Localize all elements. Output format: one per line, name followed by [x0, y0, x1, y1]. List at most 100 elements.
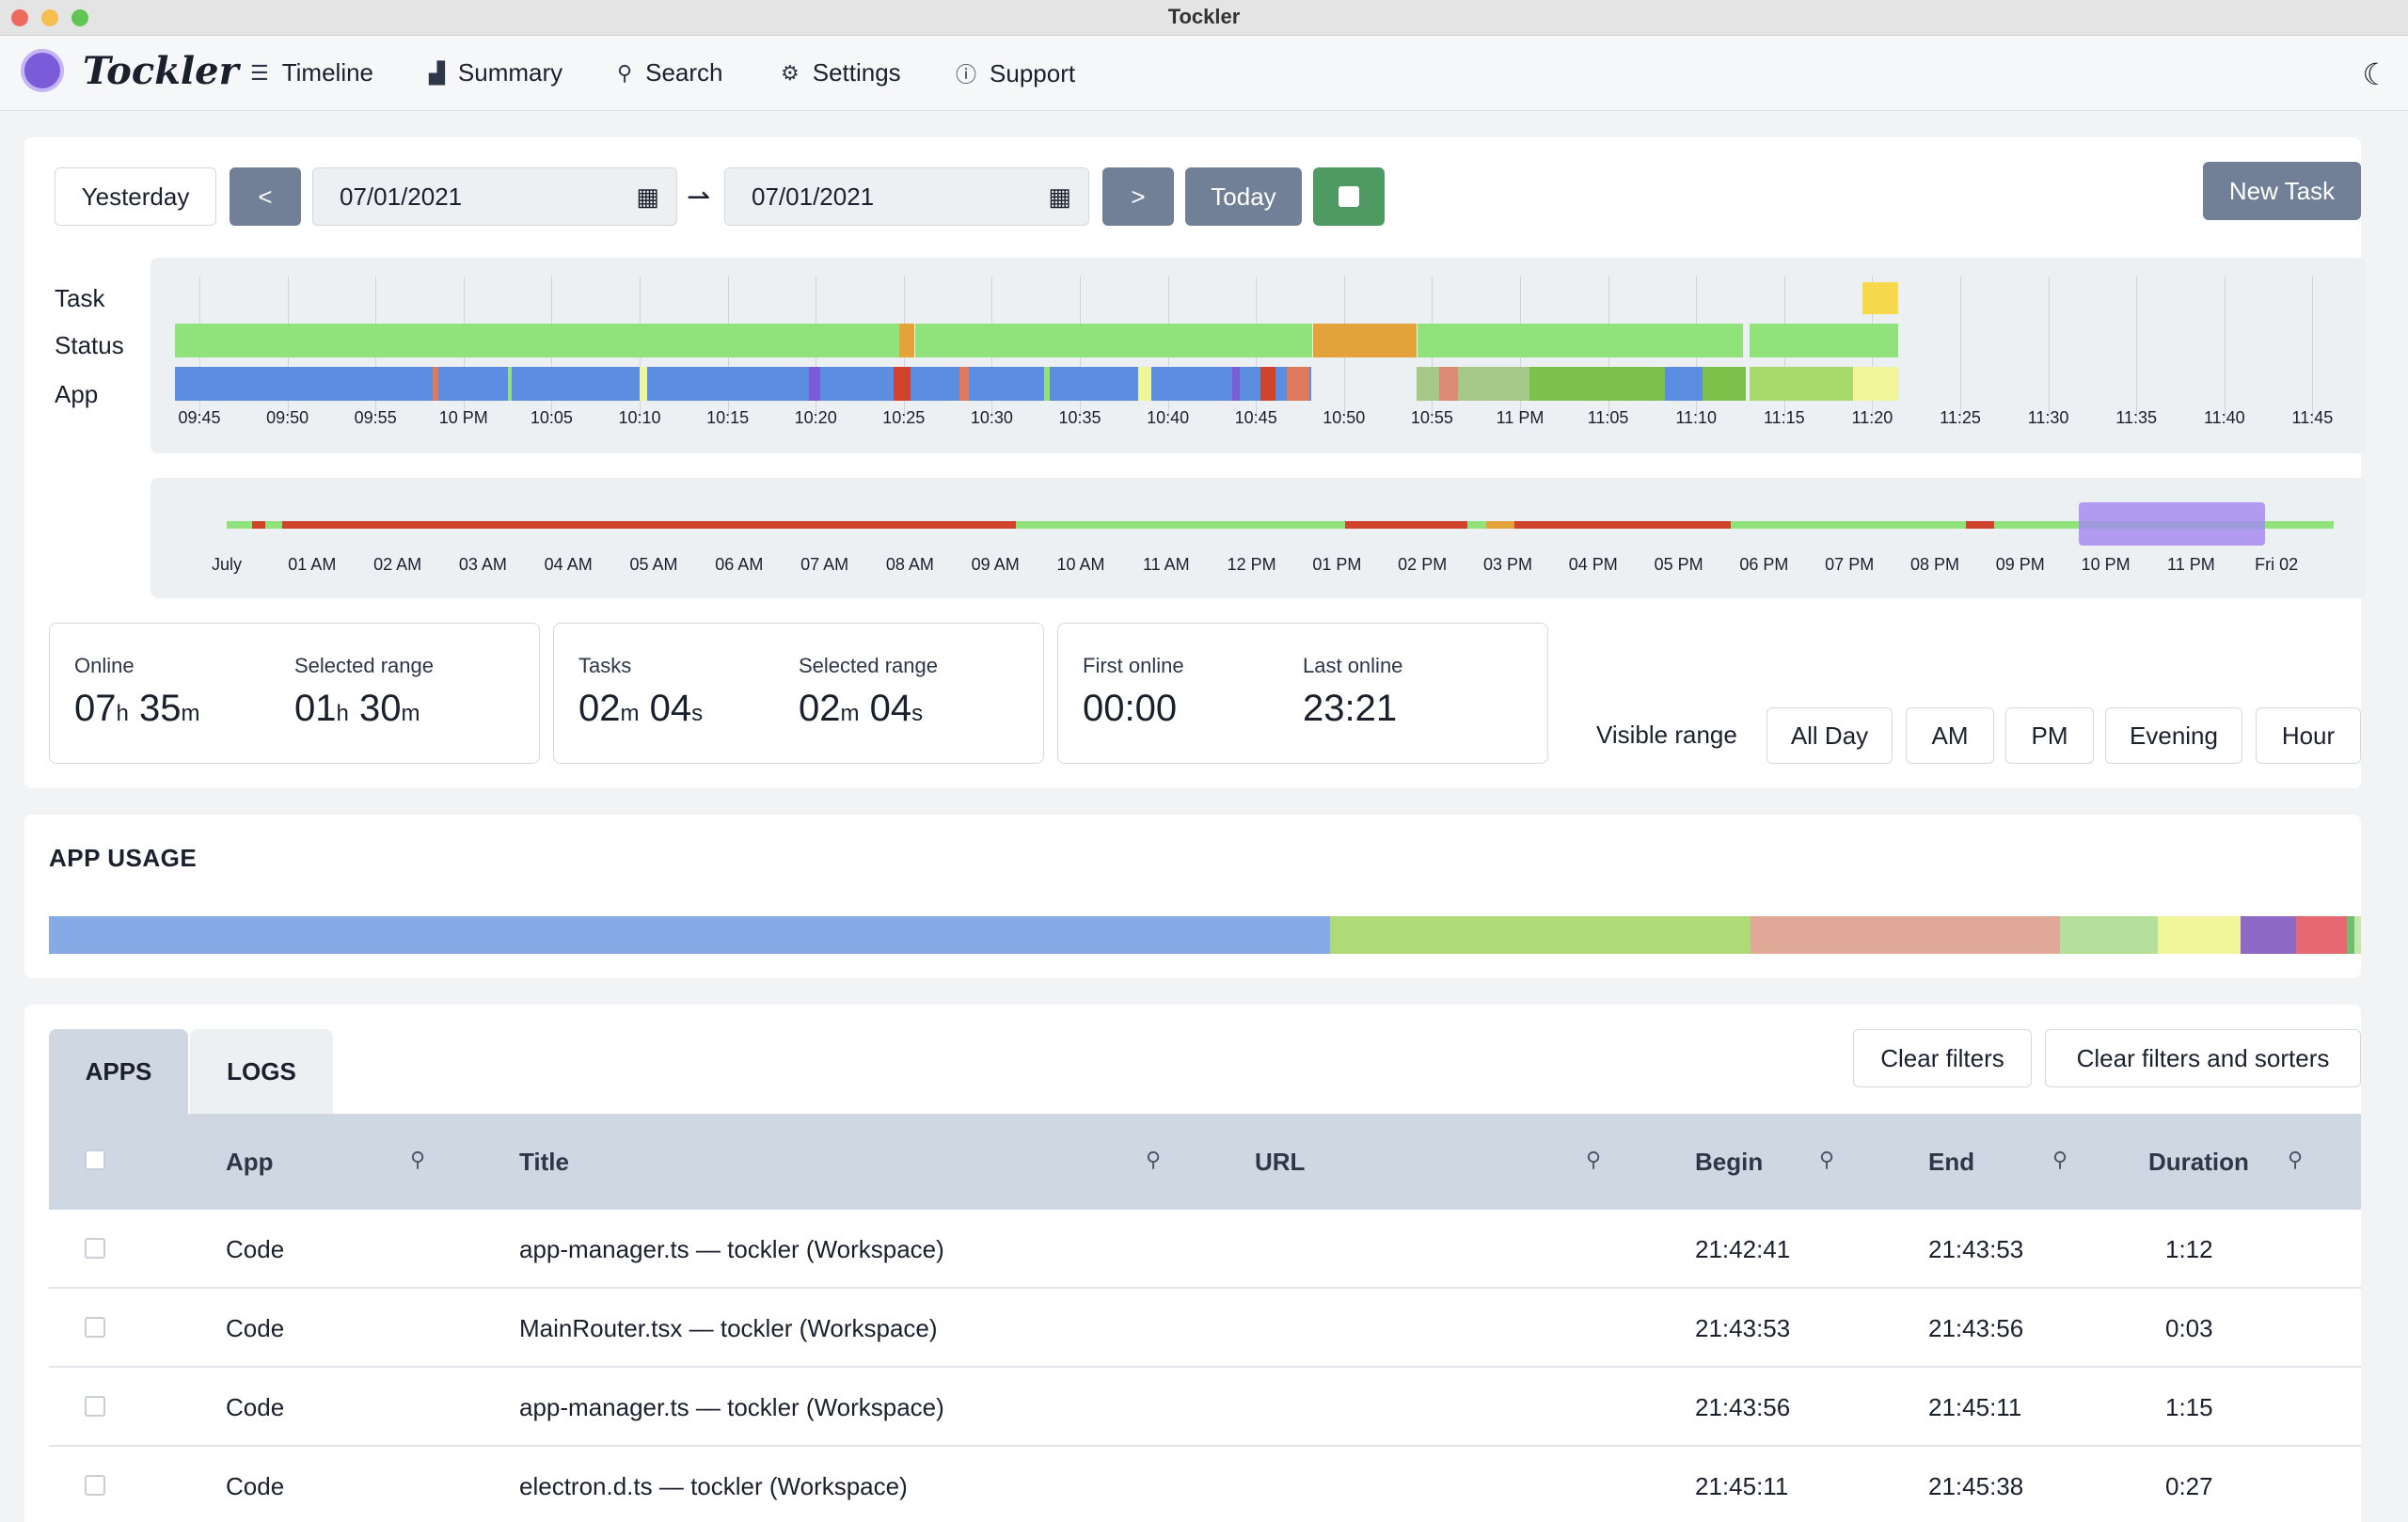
- app-segment[interactable]: [1260, 367, 1275, 401]
- app-segment[interactable]: [1044, 367, 1050, 401]
- app-usage-segment[interactable]: [2157, 916, 2242, 954]
- app-usage-segment[interactable]: [49, 916, 1330, 954]
- grid-line: [2136, 277, 2138, 418]
- app-usage-segment[interactable]: [2060, 916, 2158, 954]
- detail-timeline[interactable]: 09:45 09:50 09:55 10 PM 10:05 10:10 10:15 10:20…: [150, 258, 2367, 453]
- overview-tick-label: 07 PM: [1825, 555, 1875, 574]
- next-day-button[interactable]: >: [1102, 167, 1174, 226]
- app-usage-bar[interactable]: [49, 916, 2361, 954]
- calendar-icon[interactable]: ▦: [1048, 182, 1071, 211]
- new-task-button[interactable]: New Task: [2203, 162, 2361, 220]
- app-segment[interactable]: [1529, 367, 1746, 401]
- row-checkbox[interactable]: [85, 1238, 105, 1259]
- title-filter-search-icon[interactable]: ⚲: [1146, 1148, 1162, 1171]
- time-tick-label: 11:40: [2203, 408, 2245, 427]
- table-row[interactable]: Code app-manager.ts — tockler (Workspace)…: [49, 1210, 2361, 1289]
- close-window-button[interactable]: [11, 9, 28, 26]
- task-segment[interactable]: [1862, 282, 1898, 314]
- app-code-segment[interactable]: [175, 367, 1311, 401]
- row-checkbox[interactable]: [85, 1317, 105, 1338]
- overview-tick-label: 01 PM: [1312, 555, 1362, 574]
- table-row[interactable]: Code MainRouter.tsx — tockler (Workspace)…: [49, 1289, 2361, 1368]
- nav-support[interactable]: ⓘ Support: [956, 58, 1075, 88]
- row-checkbox[interactable]: [85, 1396, 105, 1417]
- column-end[interactable]: End: [1928, 1148, 1975, 1176]
- column-duration[interactable]: Duration: [2148, 1148, 2249, 1176]
- status-online-segment[interactable]: [915, 324, 1312, 357]
- clear-filters-button[interactable]: Clear filters: [1853, 1029, 2032, 1087]
- duration-filter-search-icon[interactable]: ⚲: [2288, 1148, 2304, 1171]
- nav-search[interactable]: ⚲ Search: [617, 58, 723, 87]
- range-all-day-button[interactable]: All Day: [1766, 707, 1893, 764]
- range-evening-button[interactable]: Evening: [2105, 707, 2242, 764]
- date-to-input[interactable]: 07/01/2021 ▦: [724, 167, 1089, 226]
- range-pm-button[interactable]: PM: [2005, 707, 2094, 764]
- range-hour-button[interactable]: Hour: [2256, 707, 2361, 764]
- calendar-icon[interactable]: ▦: [636, 182, 659, 211]
- tab-apps[interactable]: APPS: [49, 1029, 188, 1114]
- dark-mode-toggle-icon[interactable]: ☾: [2362, 57, 2389, 91]
- table-row[interactable]: Code electron.d.ts — tockler (Workspace) 2…: [49, 1447, 2361, 1522]
- app-segment[interactable]: [1232, 367, 1240, 401]
- search-icon: ⚲: [617, 60, 633, 85]
- column-url[interactable]: URL: [1255, 1148, 1306, 1176]
- status-idle-segment[interactable]: [899, 324, 914, 357]
- date-from-input[interactable]: 07/01/2021 ▦: [312, 167, 677, 226]
- status-online-segment[interactable]: [175, 324, 899, 357]
- app-segment[interactable]: [959, 367, 969, 401]
- app-segment[interactable]: [894, 367, 911, 401]
- prev-day-button[interactable]: <: [230, 167, 301, 226]
- range-am-button[interactable]: AM: [1906, 707, 1994, 764]
- app-usage-segment[interactable]: [1751, 916, 2061, 954]
- column-title[interactable]: Title: [519, 1148, 569, 1176]
- begin-filter-search-icon[interactable]: ⚲: [1819, 1148, 1835, 1171]
- nav-timeline[interactable]: ☰ Timeline: [250, 58, 373, 87]
- selected-range-brush[interactable]: [2079, 502, 2265, 546]
- end-filter-search-icon[interactable]: ⚲: [2052, 1148, 2068, 1171]
- brand-name: Tockler: [83, 49, 239, 93]
- overview-tick-label: 02 PM: [1398, 555, 1448, 574]
- app-segment[interactable]: [640, 367, 647, 401]
- app-usage-segment[interactable]: [2347, 916, 2354, 954]
- tasks-stats-box: Tasks 02m 04s Selected range 02m 04s: [553, 623, 1044, 764]
- app-segment[interactable]: [433, 367, 438, 401]
- overview-tick-label: 03 AM: [458, 555, 507, 574]
- status-online-segment[interactable]: [1750, 324, 1898, 357]
- nav-settings[interactable]: ⚙ Settings: [781, 58, 901, 87]
- app-segment[interactable]: [508, 367, 512, 401]
- column-begin[interactable]: Begin: [1695, 1148, 1764, 1176]
- time-tick-label: 10:15: [706, 408, 750, 427]
- app-usage-segment[interactable]: [2241, 916, 2297, 954]
- app-segment[interactable]: [1287, 367, 1309, 401]
- stop-icon: [1339, 186, 1359, 207]
- app-cell: Code: [226, 1314, 285, 1342]
- status-idle-segment[interactable]: [1313, 324, 1417, 357]
- url-filter-search-icon[interactable]: ⚲: [1586, 1148, 1602, 1171]
- app-usage-segment[interactable]: [2296, 916, 2348, 954]
- column-app[interactable]: App: [226, 1148, 274, 1176]
- app-segment[interactable]: [1138, 367, 1151, 401]
- app-segment[interactable]: [1439, 367, 1458, 401]
- yesterday-button[interactable]: Yesterday: [55, 167, 216, 226]
- clear-filters-sorters-button[interactable]: Clear filters and sorters: [2045, 1029, 2361, 1087]
- app-usage-segment[interactable]: [1329, 916, 1751, 954]
- app-segment[interactable]: [1417, 367, 1529, 401]
- overview-timeline[interactable]: July 01 AM 02 AM 03 AM 04 AM 05 AM 06 AM 07 AM 0…: [150, 478, 2367, 598]
- zoom-window-button[interactable]: [71, 9, 88, 26]
- stop-tracking-button[interactable]: [1313, 167, 1385, 226]
- status-online-segment[interactable]: [1418, 324, 1743, 357]
- minimize-window-button[interactable]: [41, 9, 58, 26]
- select-all-checkbox[interactable]: [85, 1149, 105, 1170]
- app-code-segment[interactable]: [1665, 367, 1703, 401]
- time-tick-label: 11 PM: [1496, 408, 1545, 427]
- app-filter-search-icon[interactable]: ⚲: [410, 1148, 426, 1171]
- row-checkbox[interactable]: [85, 1475, 105, 1496]
- tab-logs[interactable]: LOGS: [190, 1029, 333, 1114]
- app-usage-segment[interactable]: [2353, 916, 2361, 954]
- table-row[interactable]: Code app-manager.ts — tockler (Workspace)…: [49, 1368, 2361, 1447]
- app-segment[interactable]: [809, 367, 820, 401]
- app-segment[interactable]: [1853, 367, 1898, 401]
- nav-summary[interactable]: ▟ Summary: [429, 58, 562, 87]
- today-button[interactable]: Today: [1185, 167, 1302, 226]
- overview-tick-label: 08 PM: [1909, 555, 1960, 574]
